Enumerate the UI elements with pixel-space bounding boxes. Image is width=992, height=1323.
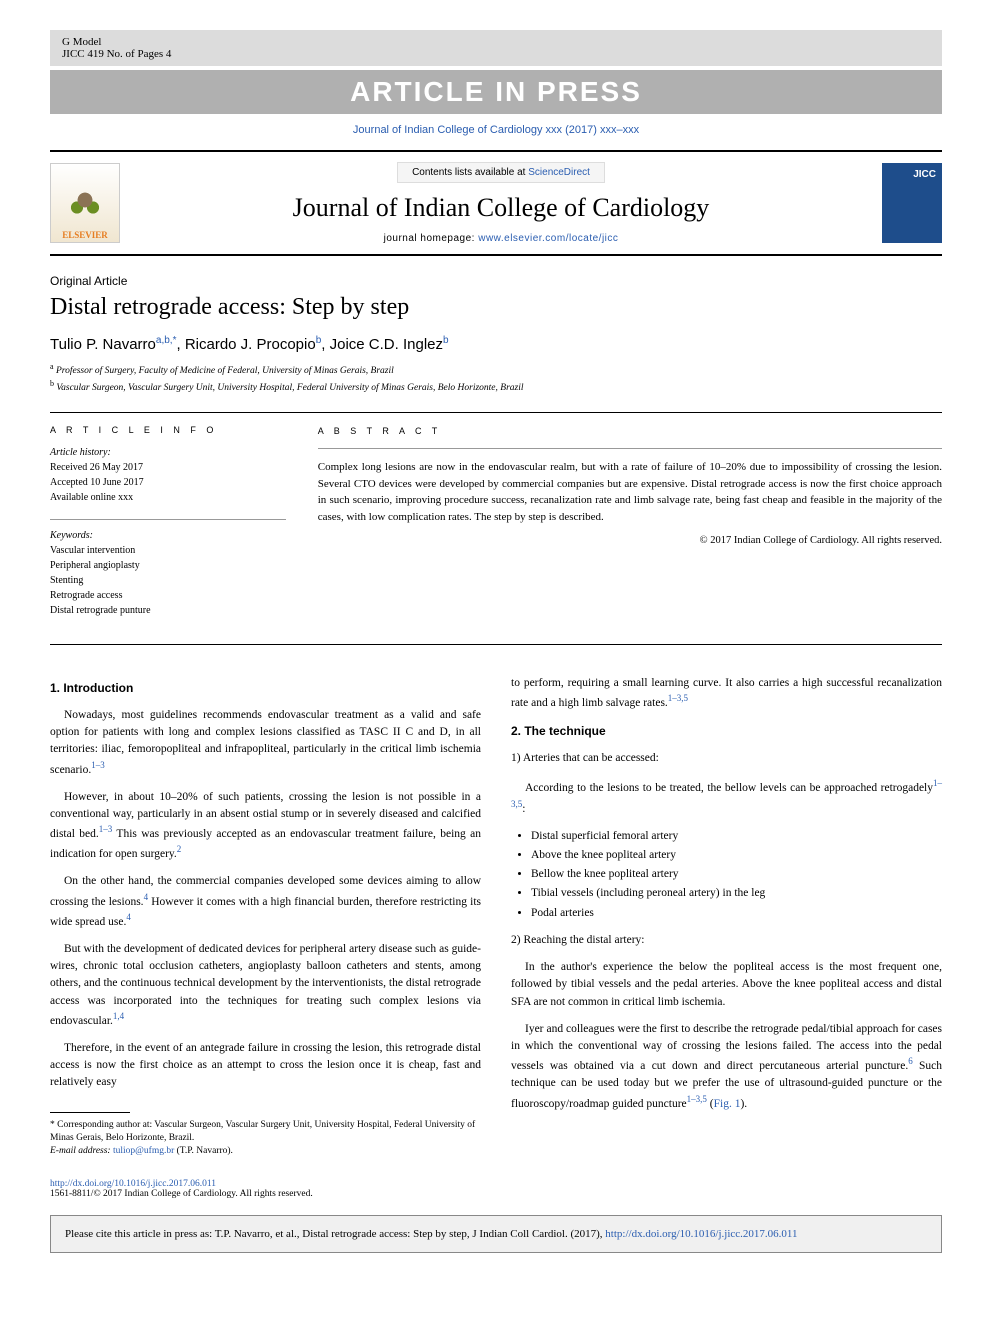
list-item: Tibial vessels (including peroneal arter…: [531, 885, 942, 902]
keyword-1: Vascular intervention: [50, 545, 135, 556]
doi-link[interactable]: http://dx.doi.org/10.1016/j.jicc.2017.06…: [50, 1179, 216, 1189]
footnote-separator: [50, 1112, 130, 1113]
affiliations-block: a Professor of Surgery, Faculty of Medic…: [50, 361, 942, 396]
issn-copyright: 1561-8811/© 2017 Indian College of Cardi…: [50, 1189, 313, 1199]
article-type-label: Original Article: [50, 274, 942, 288]
keywords-block: Keywords: Vascular intervention Peripher…: [50, 528, 286, 618]
keyword-4: Retrograde access: [50, 590, 122, 601]
journal-reference-line: Journal of Indian College of Cardiology …: [50, 124, 942, 136]
article-info-heading: A R T I C L E I N F O: [50, 425, 286, 435]
technique-sub2-p1: In the author's experience the below the…: [511, 959, 942, 1011]
email-line: E-mail address: tuliop@ufmg.br (T.P. Nav…: [50, 1145, 481, 1158]
keyword-2: Peripheral angioplasty: [50, 560, 140, 571]
technique-heading: 2. The technique: [511, 722, 942, 740]
article-in-press-banner: ARTICLE IN PRESS: [50, 70, 942, 114]
ref-link[interactable]: 2: [177, 844, 182, 854]
abstract-column: A B S T R A C T Complex long lesions are…: [300, 413, 942, 644]
technique-sub1-intro: According to the lesions to be treated, …: [511, 777, 942, 817]
artery-list: Distal superficial femoral artery Above …: [531, 828, 942, 922]
keyword-5: Distal retrograde punture: [50, 605, 151, 616]
corresponding-email-link[interactable]: tuliop@ufmg.br: [113, 1146, 174, 1156]
history-available: Available online xxx: [50, 492, 133, 503]
right-column: to perform, requiring a small learning c…: [511, 675, 942, 1159]
abstract-text: Complex long lesions are now in the endo…: [318, 459, 942, 525]
list-item: Above the knee popliteal artery: [531, 847, 942, 864]
author-1-affil: a,b,*: [156, 335, 177, 346]
author-1: Tulio P. Navarro: [50, 336, 156, 353]
journal-center-block: Contents lists available at ScienceDirec…: [134, 162, 868, 244]
abstract-copyright: © 2017 Indian College of Cardiology. All…: [318, 533, 942, 549]
journal-homepage: journal homepage: www.elsevier.com/locat…: [134, 233, 868, 244]
article-history-block: Article history: Received 26 May 2017 Ac…: [50, 445, 286, 505]
affiliation-b: Vascular Surgeon, Vascular Surgery Unit,…: [56, 384, 523, 394]
ref-link[interactable]: 1–3: [99, 824, 113, 834]
article-info-column: A R T I C L E I N F O Article history: R…: [50, 413, 300, 644]
author-3: Joice C.D. Inglez: [330, 336, 443, 353]
history-accepted: Accepted 10 June 2017: [50, 477, 144, 488]
figure-link[interactable]: Fig. 1: [714, 1098, 741, 1110]
citation-doi-link[interactable]: http://dx.doi.org/10.1016/j.jicc.2017.06…: [605, 1228, 797, 1240]
author-3-affil: b: [443, 335, 449, 346]
intro-p3: On the other hand, the commercial compan…: [50, 873, 481, 930]
header-model-bar: G Model JICC 419 No. of Pages 4: [50, 30, 942, 66]
doi-block: http://dx.doi.org/10.1016/j.jicc.2017.06…: [50, 1179, 942, 1199]
intro-p5b: to perform, requiring a small learning c…: [511, 675, 942, 712]
intro-p2: However, in about 10–20% of such patient…: [50, 789, 481, 864]
left-column: 1. Introduction Nowadays, most guideline…: [50, 675, 481, 1159]
contents-available-bar: Contents lists available at ScienceDirec…: [397, 162, 605, 183]
journal-homepage-link[interactable]: www.elsevier.com/locate/jicc: [478, 233, 618, 244]
keyword-3: Stenting: [50, 575, 83, 586]
ref-link[interactable]: 1–3,5: [668, 693, 688, 703]
elsevier-tree-icon: [65, 180, 105, 230]
intro-p5a: Therefore, in the event of an antegrade …: [50, 1040, 481, 1092]
intro-p1: Nowadays, most guidelines recommends end…: [50, 707, 481, 779]
article-title: Distal retrograde access: Step by step: [50, 294, 942, 321]
keywords-label: Keywords:: [50, 530, 93, 541]
sciencedirect-link[interactable]: ScienceDirect: [528, 167, 590, 178]
ref-link[interactable]: 4: [126, 912, 131, 922]
author-2: Ricardo J. Procopio: [185, 336, 316, 353]
elsevier-logo: ELSEVIER: [50, 163, 120, 243]
history-received: Received 26 May 2017: [50, 462, 143, 473]
author-2-affil: b: [316, 335, 322, 346]
intro-p4: But with the development of dedicated de…: [50, 941, 481, 1030]
ref-link[interactable]: 1,4: [113, 1011, 124, 1021]
journal-header-box: ELSEVIER Contents lists available at Sci…: [50, 150, 942, 256]
journal-cover-thumbnail: JICC: [882, 163, 942, 243]
technique-sub2-p2: Iyer and colleagues were the first to de…: [511, 1021, 942, 1113]
info-divider: [50, 519, 286, 520]
list-item: Bellow the knee popliteal artery: [531, 866, 942, 883]
citation-box: Please cite this article in press as: T.…: [50, 1215, 942, 1254]
list-item: Distal superficial femoral artery: [531, 828, 942, 845]
technique-sub1: 1) Arteries that can be accessed:: [511, 750, 942, 767]
corresponding-author-note: * Corresponding author at: Vascular Surg…: [50, 1119, 481, 1146]
ref-link[interactable]: 1–3,5: [687, 1094, 707, 1104]
journal-title: Journal of Indian College of Cardiology: [134, 193, 868, 223]
info-abstract-row: A R T I C L E I N F O Article history: R…: [50, 412, 942, 645]
technique-sub2: 2) Reaching the distal artery:: [511, 932, 942, 949]
abstract-divider: [318, 448, 942, 449]
header-model-left: G Model JICC 419 No. of Pages 4: [62, 36, 171, 60]
body-two-column: 1. Introduction Nowadays, most guideline…: [50, 675, 942, 1159]
history-label: Article history:: [50, 447, 111, 458]
intro-heading: 1. Introduction: [50, 679, 481, 697]
page-root: G Model JICC 419 No. of Pages 4 ARTICLE …: [0, 0, 992, 1273]
footnotes-block: * Corresponding author at: Vascular Surg…: [50, 1119, 481, 1159]
list-item: Podal arteries: [531, 905, 942, 922]
affiliation-a: Professor of Surgery, Faculty of Medicin…: [56, 366, 394, 376]
abstract-heading: A B S T R A C T: [318, 425, 942, 439]
ref-link[interactable]: 1–3: [91, 760, 105, 770]
author-list: Tulio P. Navarroa,b,*, Ricardo J. Procop…: [50, 335, 942, 353]
